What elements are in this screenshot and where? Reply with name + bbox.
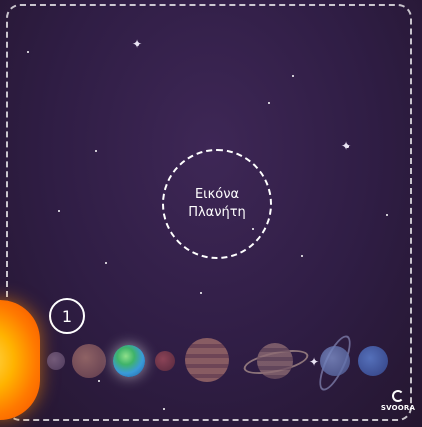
sun-illustration [0,300,40,420]
star [200,292,202,294]
star [105,262,107,264]
star [268,102,270,104]
earth-illustration [113,345,145,377]
mercury-illustration [47,352,65,370]
star [95,150,97,152]
uranus-illustration [320,346,350,376]
saturn-illustration [257,343,293,379]
jupiter-illustration [185,338,229,382]
placeholder-line-1: Εικόνα [194,187,240,202]
step-number-badge: 1 [49,298,85,334]
placeholder-line-2: Πλανήτη [188,205,246,220]
twinkle-star: ✦ [132,37,143,51]
mars-illustration [155,351,175,371]
star [292,75,294,77]
star [386,214,388,216]
star [58,210,60,212]
neptune-illustration [358,346,388,376]
star [346,145,349,148]
star [98,380,100,382]
planet-image-placeholder[interactable]: Εικόνα Πλανήτη [162,149,272,259]
star [136,43,139,46]
venus-illustration [72,344,106,378]
swirl-icon [392,390,404,402]
step-number: 1 [61,306,73,326]
twinkle-star: ✦ [309,355,320,369]
brand-logo-text: SVOORA [380,404,416,412]
star [301,255,303,257]
dashed-frame [6,4,412,421]
star [27,51,29,53]
twinkle-star: ✦ [341,139,352,153]
brand-logo: SVOORA [381,390,415,418]
star [163,408,165,410]
